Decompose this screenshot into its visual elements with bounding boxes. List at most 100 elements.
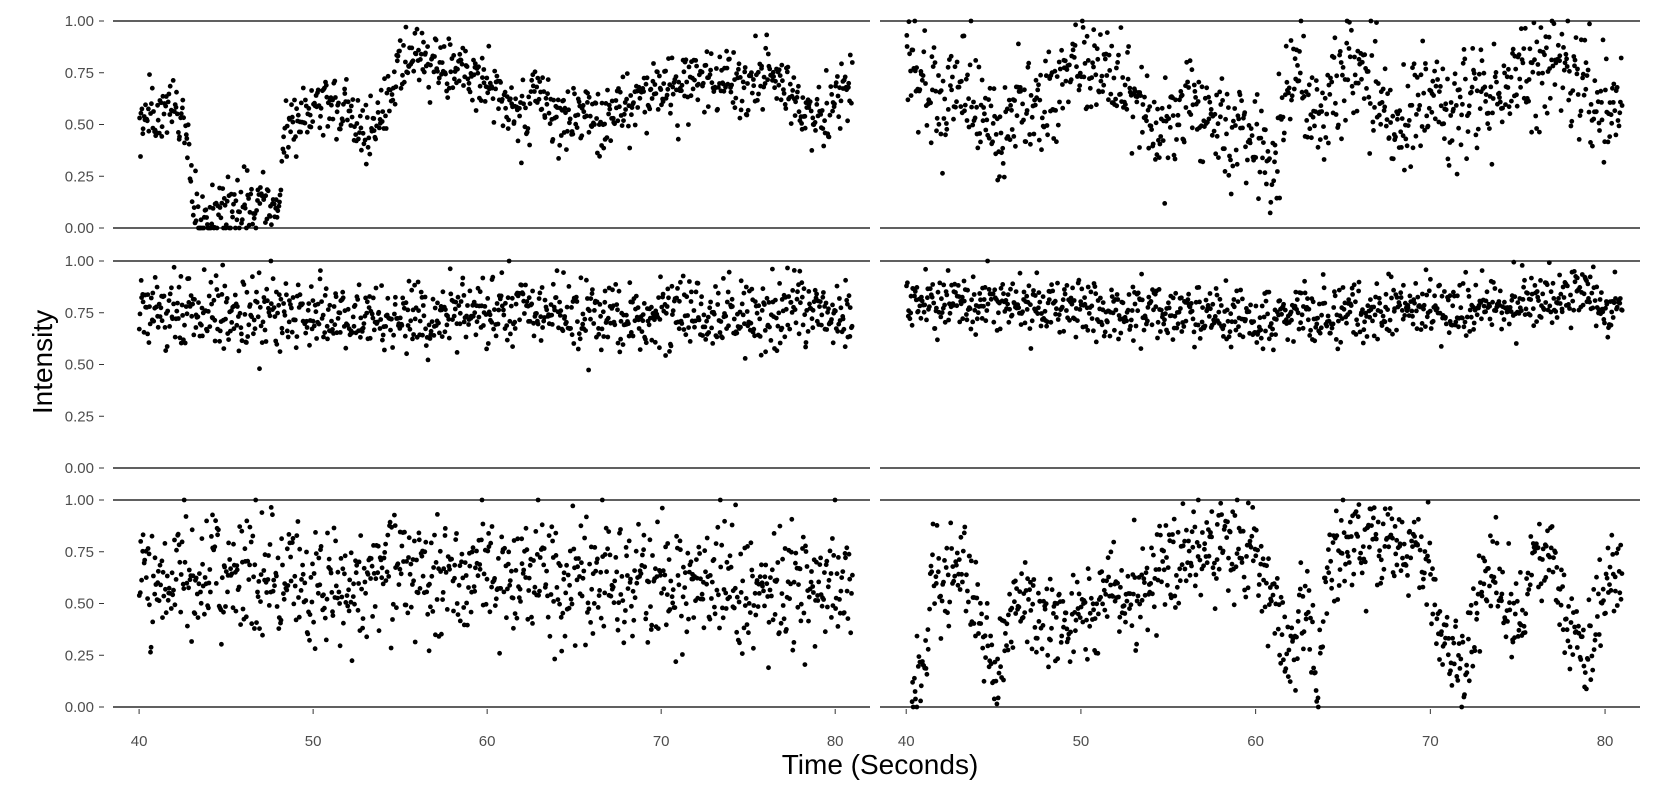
data-point <box>1568 292 1573 298</box>
data-point <box>663 622 669 628</box>
data-point <box>291 601 297 607</box>
data-point <box>1009 605 1015 611</box>
data-point <box>801 286 807 292</box>
data-point <box>142 557 148 563</box>
data-point <box>288 554 293 560</box>
data-point <box>595 605 601 610</box>
data-point <box>973 559 979 565</box>
data-point <box>384 569 390 575</box>
data-point <box>1350 292 1355 297</box>
data-point <box>730 100 736 105</box>
data-point <box>1185 79 1190 85</box>
data-point <box>330 609 335 615</box>
data-point <box>567 120 572 126</box>
data-point <box>615 118 621 124</box>
data-point <box>1153 304 1159 310</box>
data-point <box>310 318 316 324</box>
data-point <box>256 270 262 276</box>
data-point <box>368 576 373 581</box>
data-point <box>838 305 844 311</box>
data-point <box>966 599 971 605</box>
data-point <box>726 269 732 275</box>
data-point <box>405 323 411 328</box>
data-point <box>598 615 604 621</box>
data-point <box>1507 305 1513 310</box>
data-point <box>649 337 655 343</box>
data-point <box>140 126 146 132</box>
data-point <box>156 301 162 307</box>
data-point <box>817 562 823 567</box>
data-point <box>629 603 634 609</box>
data-point <box>163 348 169 353</box>
data-point <box>1337 52 1342 58</box>
data-point <box>1260 155 1265 161</box>
data-point <box>514 615 520 621</box>
data-point <box>304 129 310 135</box>
data-point <box>310 298 316 303</box>
data-point <box>408 604 414 610</box>
data-point <box>1226 555 1231 561</box>
data-point <box>324 94 330 100</box>
data-point <box>479 537 484 543</box>
data-point <box>383 113 388 119</box>
data-point <box>840 316 846 322</box>
data-point <box>284 328 290 334</box>
data-point <box>362 137 368 143</box>
data-point <box>1617 110 1623 116</box>
data-point <box>1024 639 1030 645</box>
data-point <box>915 664 921 669</box>
data-point <box>426 648 432 654</box>
data-point <box>1394 327 1399 333</box>
data-point <box>257 201 263 206</box>
data-point <box>1277 298 1283 303</box>
data-point <box>947 599 953 605</box>
data-point <box>1104 30 1110 35</box>
data-point <box>1530 69 1536 75</box>
data-point <box>586 367 591 373</box>
data-point <box>739 651 745 656</box>
data-point <box>1008 103 1013 108</box>
data-point <box>624 96 629 102</box>
data-point <box>251 215 257 221</box>
data-point <box>1069 591 1075 596</box>
data-point <box>846 551 852 557</box>
data-point <box>222 202 228 208</box>
data-point <box>1447 293 1453 299</box>
data-point <box>529 301 535 307</box>
data-point <box>428 328 434 334</box>
data-point <box>1153 157 1158 162</box>
data-point <box>927 606 932 612</box>
data-point <box>1179 92 1185 98</box>
data-point <box>246 322 252 328</box>
data-point <box>777 340 783 346</box>
data-point <box>1256 196 1261 202</box>
data-point <box>1428 326 1434 331</box>
data-point <box>1448 113 1454 118</box>
data-point <box>1221 323 1227 328</box>
data-point <box>358 533 364 538</box>
data-point <box>519 282 524 288</box>
data-point <box>549 322 555 327</box>
x-tick-label: 40 <box>131 733 148 750</box>
data-point <box>1254 92 1260 97</box>
data-point <box>412 30 418 36</box>
data-point <box>848 630 854 636</box>
data-point <box>820 294 826 300</box>
data-point <box>451 313 457 319</box>
data-point <box>1368 18 1374 24</box>
data-point <box>782 334 788 340</box>
data-point <box>397 48 402 54</box>
data-point <box>948 83 953 88</box>
data-point <box>1098 78 1104 84</box>
data-point <box>1077 615 1083 620</box>
data-point <box>1068 629 1073 635</box>
data-point <box>907 51 912 57</box>
data-point <box>439 60 445 65</box>
data-point <box>846 293 852 299</box>
data-point <box>363 102 369 108</box>
data-point <box>1116 313 1122 318</box>
data-point <box>665 541 671 546</box>
data-point <box>310 119 316 124</box>
data-point <box>364 634 370 640</box>
data-point <box>221 196 227 201</box>
